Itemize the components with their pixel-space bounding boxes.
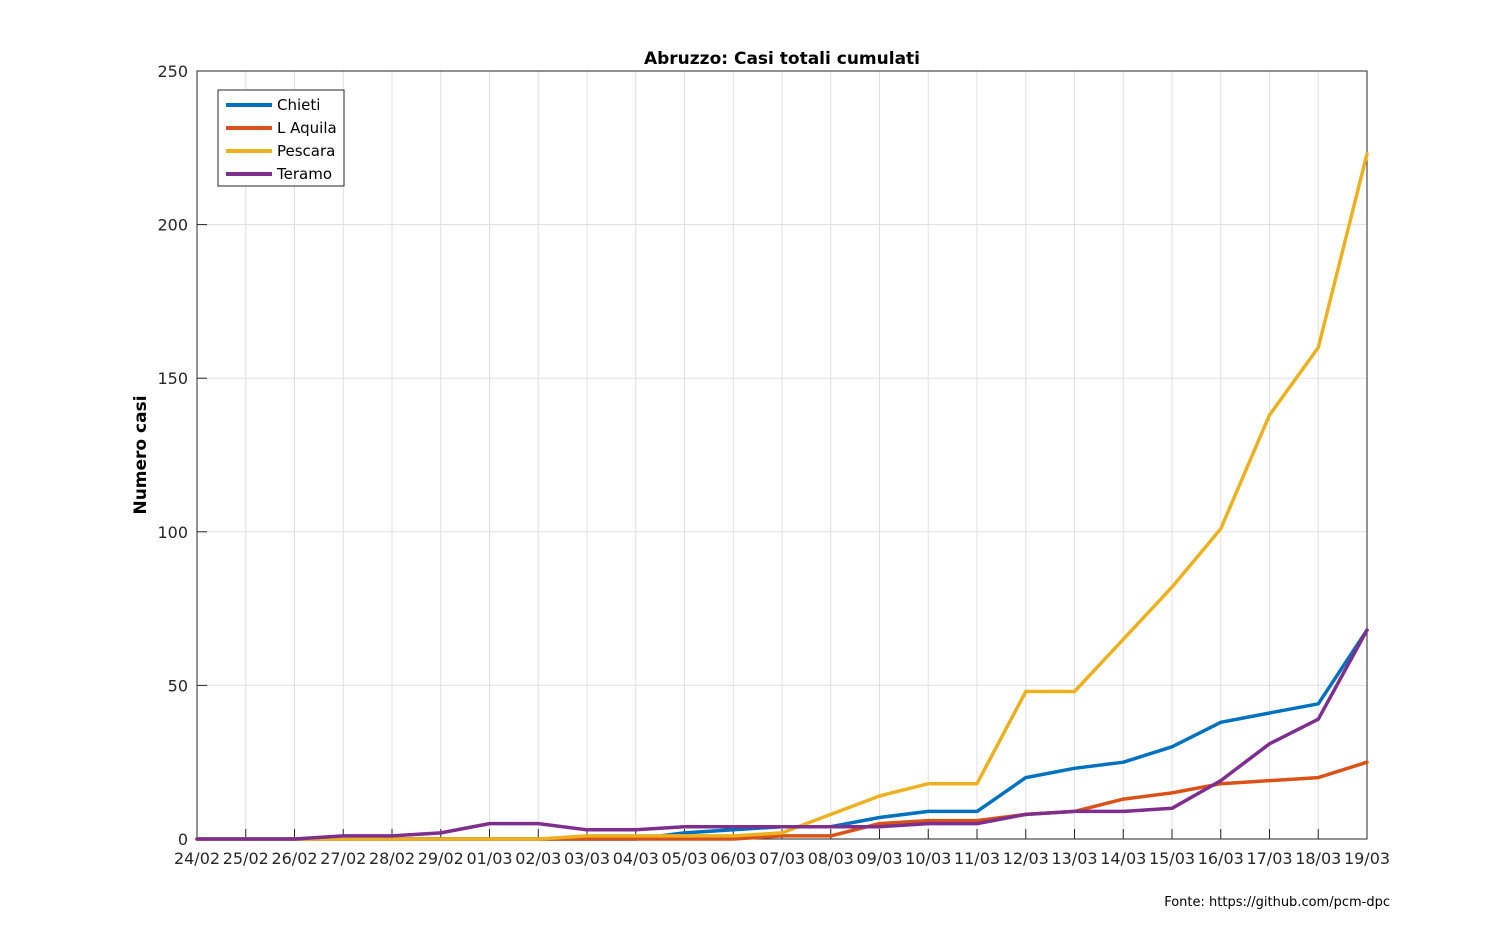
y-tick-label: 200 xyxy=(157,216,188,235)
x-tick-label: 05/03 xyxy=(661,849,707,868)
x-tick-label: 03/03 xyxy=(564,849,610,868)
x-tick-label: 12/03 xyxy=(1003,849,1049,868)
y-axis-label: Numero casi xyxy=(131,395,151,514)
x-tick-label: 14/03 xyxy=(1100,849,1146,868)
y-tick-label: 50 xyxy=(168,676,188,695)
x-tick-label: 10/03 xyxy=(905,849,951,868)
x-tick-label: 28/02 xyxy=(369,849,415,868)
x-tick-label: 15/03 xyxy=(1149,849,1195,868)
x-tick-label: 19/03 xyxy=(1344,849,1390,868)
x-tick-label: 29/02 xyxy=(418,849,464,868)
x-tick-label: 13/03 xyxy=(1051,849,1097,868)
x-tick-label: 02/03 xyxy=(515,849,561,868)
x-tick-label: 27/02 xyxy=(320,849,366,868)
x-tick-label: 18/03 xyxy=(1295,849,1341,868)
x-tick-label: 24/02 xyxy=(174,849,220,868)
series-line-teramo xyxy=(195,628,1369,841)
x-tick-label: 06/03 xyxy=(710,849,756,868)
x-tick-label: 16/03 xyxy=(1198,849,1244,868)
source-note: Fonte: https://github.com/pcm-dpc xyxy=(1164,895,1390,910)
legend-label-pescara: Pescara xyxy=(277,142,335,160)
x-tick-label: 07/03 xyxy=(759,849,805,868)
y-tick-label: 100 xyxy=(157,523,188,542)
x-tick-label: 11/03 xyxy=(954,849,1000,868)
x-tick-label: 17/03 xyxy=(1246,849,1292,868)
y-tick-label: 150 xyxy=(157,369,188,388)
x-tick-label: 26/02 xyxy=(271,849,317,868)
series-line-pescara xyxy=(195,152,1369,841)
legend-label-l-aquila: L Aquila xyxy=(277,119,337,137)
x-tick-label: 01/03 xyxy=(466,849,512,868)
y-tick-label: 250 xyxy=(157,62,188,81)
legend: Chieti L Aquila Pescara Teramo xyxy=(217,89,345,187)
chart-title: Abruzzo: Casi totali cumulati xyxy=(644,49,920,69)
legend-label-chieti: Chieti xyxy=(277,96,320,114)
x-tick-label: 08/03 xyxy=(808,849,854,868)
series-lines xyxy=(195,152,1369,841)
x-tick-label: 04/03 xyxy=(613,849,659,868)
axis-ticks: 24/02 25/02 26/02 27/02 28/02 29/02 01/03 02/03… xyxy=(157,62,1390,868)
legend-label-teramo: Teramo xyxy=(276,165,332,183)
x-tick-label: 25/02 xyxy=(223,849,269,868)
grid-lines xyxy=(197,71,1367,839)
y-tick-label: 0 xyxy=(178,830,188,849)
x-tick-label: 09/03 xyxy=(856,849,902,868)
